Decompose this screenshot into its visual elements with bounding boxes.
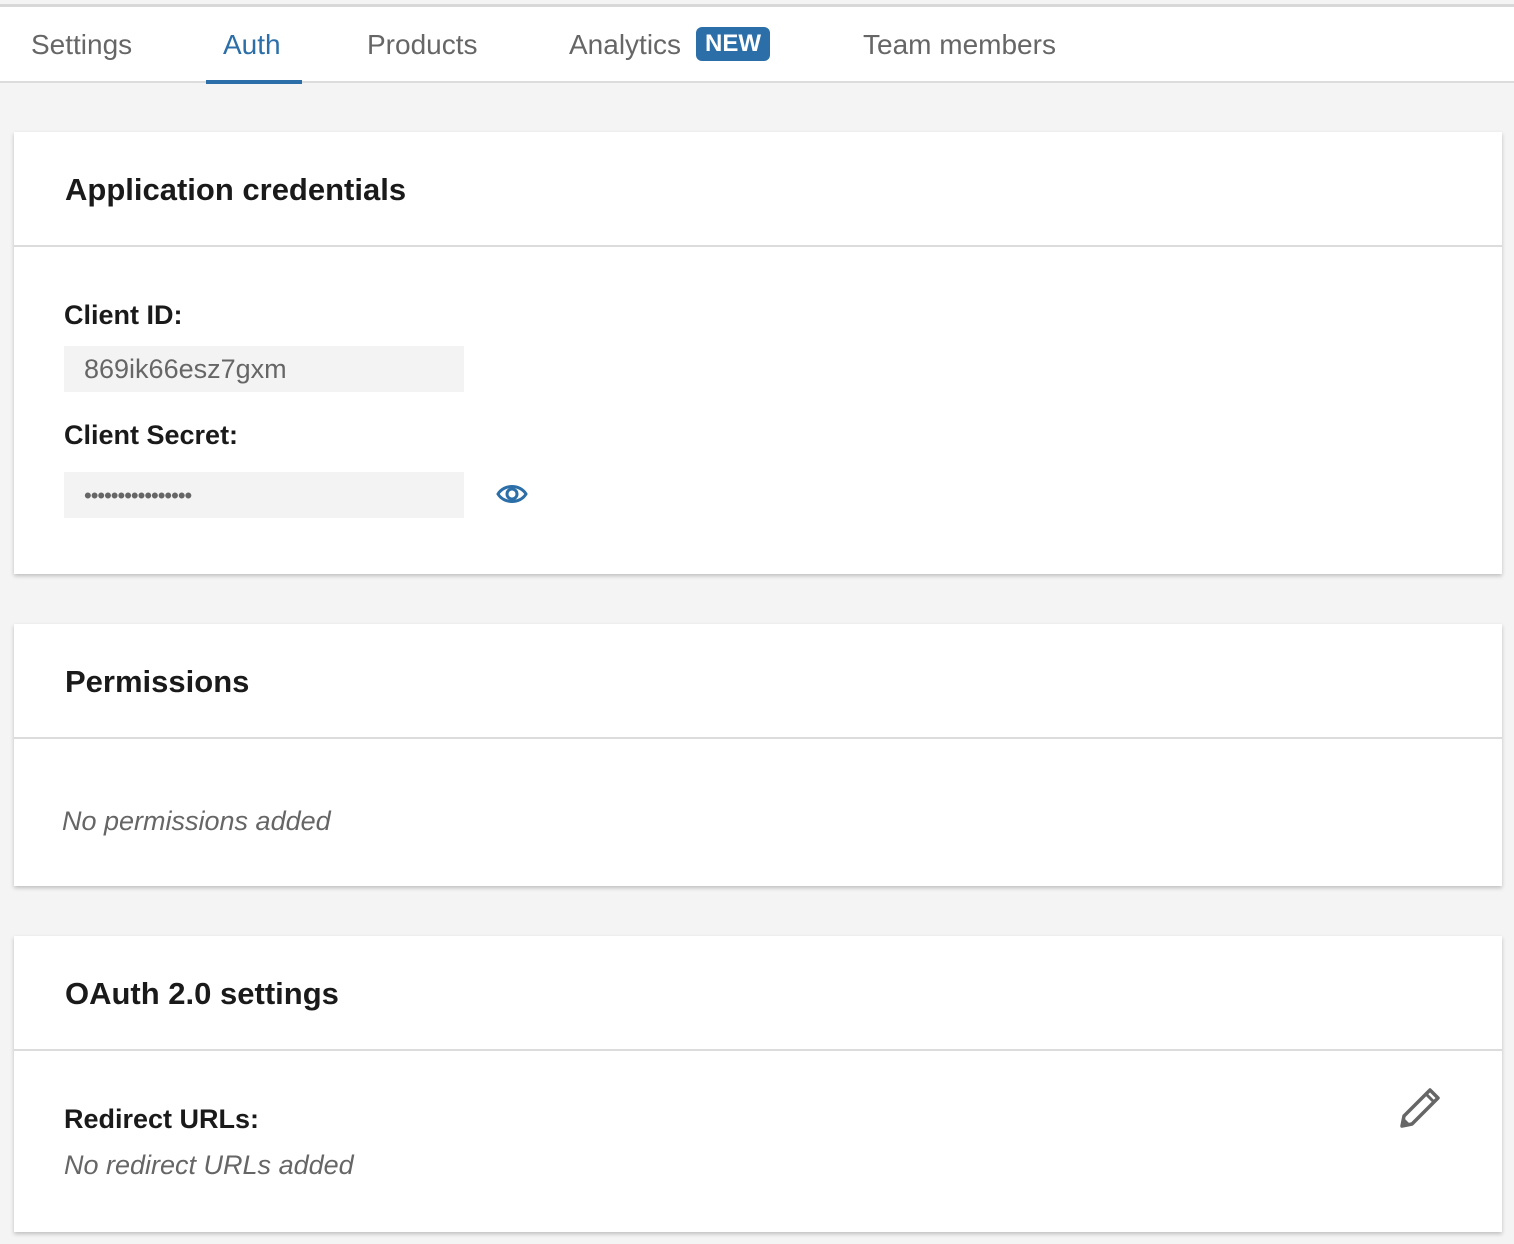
active-tab-indicator [206,80,302,84]
card-title: Permissions [65,664,250,699]
no-permissions-text: No permissions added [62,806,331,836]
eye-icon[interactable] [496,482,528,506]
tab-settings[interactable]: Settings [31,29,133,60]
tab-analytics[interactable]: Analytics NEW [569,7,771,84]
client-secret-field[interactable]: •••••••••••••••• [64,472,464,518]
client-id-label: Client ID: [64,300,183,330]
tab-team-members[interactable]: Team members [863,29,1056,60]
redirect-urls-label: Redirect URLs: [64,1104,260,1134]
card-title: OAuth 2.0 settings [65,976,339,1011]
tab-auth[interactable]: Auth [223,29,281,60]
permissions-card: Permissions No permissions added [14,624,1502,886]
client-secret-label: Client Secret: [64,420,239,450]
card-title: Application credentials [65,172,407,207]
tab-bar: Settings Auth Products Analytics NEW Team… [0,4,1514,84]
client-id-field[interactable] [64,346,464,392]
new-badge: NEW [696,26,771,61]
tab-products[interactable]: Products [367,29,478,60]
pencil-icon[interactable] [1398,1086,1442,1130]
application-credentials-card: Application credentials Client ID: Clien… [14,132,1502,574]
no-redirect-urls-text: No redirect URLs added [64,1150,354,1180]
oauth-settings-card: OAuth 2.0 settings Redirect URLs: No red… [14,936,1502,1232]
tab-analytics-label: Analytics [569,29,682,60]
